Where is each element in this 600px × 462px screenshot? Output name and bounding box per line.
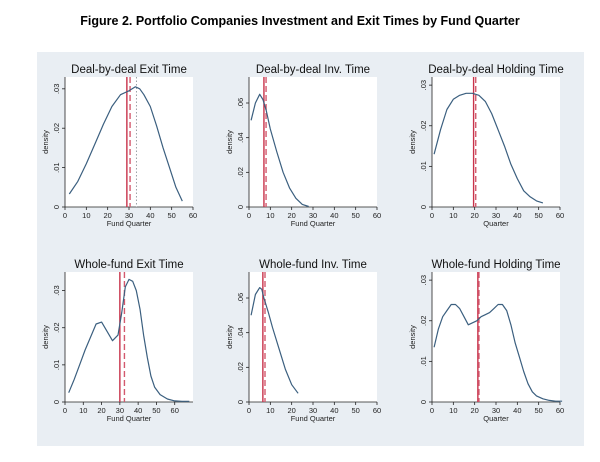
y-tick-label: 0	[236, 400, 245, 404]
y-tick-label: .02	[52, 123, 61, 133]
x-tick-label: 20	[470, 211, 478, 220]
x-tick-label: 10	[449, 406, 457, 415]
y-tick-label: .01	[419, 161, 428, 171]
figure-title: Figure 2. Portfolio Companies Investment…	[80, 14, 520, 28]
y-axis-label: density	[225, 130, 234, 154]
x-tick-label: 10	[266, 406, 274, 415]
x-axis-label: Fund Quarter	[291, 219, 336, 228]
x-tick-label: 60	[556, 406, 564, 415]
density-curve	[250, 287, 299, 394]
y-tick-label: .02	[52, 322, 61, 332]
y-tick-label: .06	[236, 98, 245, 108]
x-tick-label: 60	[373, 211, 381, 220]
x-axis-label: Quarter	[483, 414, 509, 423]
x-tick-label: 0	[63, 211, 67, 220]
x-tick-label: 50	[167, 211, 175, 220]
x-tick-label: 30	[309, 406, 317, 415]
density-curve	[68, 86, 183, 202]
x-tick-label: 40	[330, 211, 338, 220]
y-axis-label: density	[408, 325, 417, 349]
y-tick-label: .01	[52, 360, 61, 370]
x-tick-label: 10	[266, 211, 274, 220]
x-axis-label: Fund Quarter	[107, 414, 152, 423]
density-curve	[250, 93, 309, 208]
x-tick-label: 40	[513, 211, 521, 220]
y-tick-label: .03	[419, 275, 428, 285]
y-axis-label: density	[41, 130, 50, 154]
y-axis-label: density	[41, 325, 50, 349]
y-tick-label: .06	[236, 293, 245, 303]
x-tick-label: 0	[430, 406, 434, 415]
x-axis-label: Fund Quarter	[107, 219, 152, 228]
x-tick-label: 50	[534, 406, 542, 415]
x-tick-label: 40	[134, 406, 142, 415]
x-tick-label: 30	[125, 211, 133, 220]
y-axis-label: density	[408, 130, 417, 154]
plot-area	[432, 77, 560, 207]
x-tick-label: 60	[373, 406, 381, 415]
x-tick-label: 50	[351, 211, 359, 220]
panel-title: Deal-by-deal Exit Time	[71, 64, 187, 76]
density-curve	[433, 92, 544, 204]
panel-title: Whole-fund Inv. Time	[259, 259, 367, 271]
x-tick-label: 20	[470, 406, 478, 415]
y-tick-label: 0	[236, 205, 245, 209]
x-tick-label: 0	[430, 211, 434, 220]
x-tick-label: 10	[82, 211, 90, 220]
y-tick-label: 0	[419, 400, 428, 404]
y-tick-label: .02	[419, 121, 428, 131]
x-tick-label: 10	[449, 211, 457, 220]
y-tick-label: .04	[236, 132, 245, 142]
plot-area	[65, 272, 193, 402]
y-tick-label: .03	[52, 285, 61, 295]
x-tick-label: 50	[152, 406, 160, 415]
y-tick-label: .03	[52, 84, 61, 94]
panel-title: Whole-fund Exit Time	[74, 259, 183, 271]
x-tick-label: 0	[247, 406, 251, 415]
x-tick-label: 40	[330, 406, 338, 415]
x-tick-label: 30	[492, 406, 500, 415]
y-tick-label: .02	[236, 167, 245, 177]
density-curve	[68, 278, 190, 402]
x-tick-label: 20	[103, 211, 111, 220]
x-tick-label: 10	[79, 406, 87, 415]
x-tick-label: 0	[63, 406, 67, 415]
x-tick-label: 60	[189, 211, 197, 220]
y-tick-label: .02	[236, 362, 245, 372]
y-tick-label: 0	[419, 205, 428, 209]
density-curve	[433, 303, 563, 402]
x-tick-label: 60	[556, 211, 564, 220]
y-tick-label: 0	[52, 205, 61, 209]
x-tick-label: 20	[287, 211, 295, 220]
y-tick-label: .01	[419, 356, 428, 366]
plot-area	[249, 272, 377, 402]
x-tick-label: 50	[534, 211, 542, 220]
x-tick-label: 40	[146, 211, 154, 220]
x-tick-label: 40	[513, 406, 521, 415]
x-tick-label: 0	[247, 211, 251, 220]
panel-title: Deal-by-deal Holding Time	[428, 64, 564, 76]
plot-area	[249, 77, 377, 207]
y-tick-label: .02	[419, 316, 428, 326]
x-tick-label: 30	[492, 211, 500, 220]
y-tick-label: .01	[52, 162, 61, 172]
plot-area	[432, 272, 560, 402]
panel-title: Whole-fund Holding Time	[431, 259, 560, 271]
x-tick-label: 30	[309, 211, 317, 220]
x-tick-label: 60	[171, 406, 179, 415]
y-tick-label: .03	[419, 80, 428, 90]
y-tick-label: .04	[236, 327, 245, 337]
x-tick-label: 20	[97, 406, 105, 415]
plot-area	[65, 77, 193, 207]
x-tick-label: 30	[116, 406, 124, 415]
x-tick-label: 50	[351, 406, 359, 415]
y-axis-label: density	[225, 325, 234, 349]
y-tick-label: 0	[52, 400, 61, 404]
x-axis-label: Quarter	[483, 219, 509, 228]
panel-title: Deal-by-deal Inv. Time	[256, 64, 370, 76]
x-tick-label: 20	[287, 406, 295, 415]
x-axis-label: Fund Quarter	[291, 414, 336, 423]
